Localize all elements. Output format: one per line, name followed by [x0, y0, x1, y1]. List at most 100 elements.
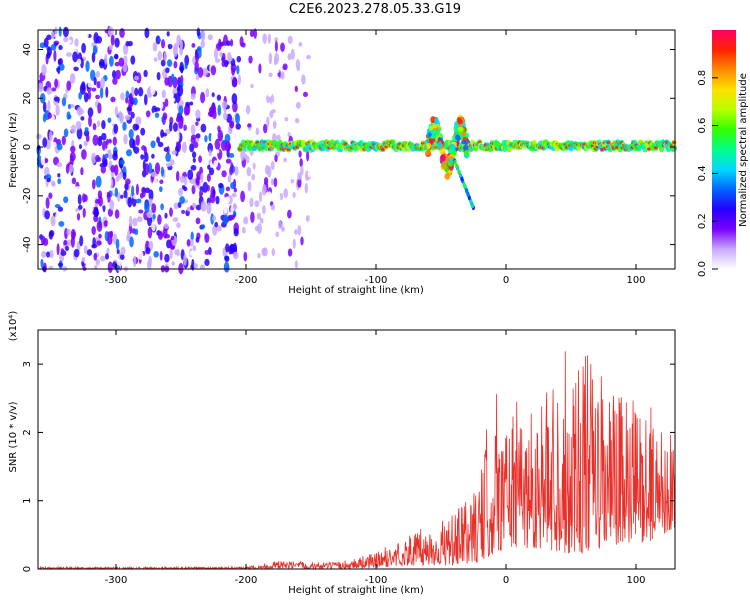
- spectrogram-cell: [250, 211, 255, 223]
- spectrogram-cell: [40, 155, 45, 166]
- spectrogram-cell: [264, 232, 268, 240]
- spectrogram-cell: [280, 175, 284, 183]
- spectrogram-cell: [192, 157, 196, 163]
- spectrogram-cell: [48, 192, 53, 199]
- spectrogram-cell: [92, 237, 96, 248]
- spectrogram-cell: [91, 152, 97, 165]
- spectrogram-cell: [176, 34, 182, 46]
- spectrogram-cell: [213, 160, 219, 168]
- spectrogram-cell: [108, 148, 112, 160]
- spectrogram-cell: [48, 131, 53, 142]
- spectrogram-cell: [425, 150, 432, 156]
- spectrogram-cell: [129, 236, 134, 248]
- spectrogram-cell: [91, 52, 96, 63]
- spectrogram-cell: [82, 193, 86, 203]
- spectrogram-cell: [63, 55, 68, 65]
- colorbar-tick-label: 0.0: [697, 261, 708, 277]
- spectrogram-cell: [94, 208, 99, 218]
- y-tick-label: -40: [22, 236, 33, 252]
- spectrogram-cell: [307, 169, 312, 178]
- spectrogram-cell: [460, 176, 464, 182]
- spectrogram-cell: [157, 214, 162, 225]
- snr-x-ticks: -300 -200 -100 0 100: [105, 330, 646, 586]
- spectrogram-cell: [255, 127, 260, 136]
- spectrogram-cell: [73, 248, 80, 258]
- spectrogram-cell: [136, 216, 143, 223]
- spectrogram-cell: [157, 231, 164, 240]
- spectrogram-cell: [86, 249, 93, 256]
- spectrogram-cell: [192, 245, 197, 252]
- spectrogram-cell: [159, 250, 163, 261]
- spectrogram-cell: [164, 212, 168, 219]
- spectrogram-cell: [148, 162, 153, 174]
- spectrogram-cell: [127, 229, 131, 241]
- spectrogram-cell: [198, 155, 202, 163]
- spectrogram-cell: [173, 202, 179, 210]
- spectrogram-cell: [200, 91, 206, 104]
- spectrogram-cell: [300, 125, 306, 134]
- spectrogram-cell: [440, 154, 446, 162]
- spectrogram-cell: [254, 200, 260, 208]
- spectrogram-cell: [112, 77, 118, 85]
- spectrogram-cell: [235, 123, 241, 130]
- spectrogram-cell: [119, 28, 125, 38]
- spectrogram-cell: [164, 77, 170, 86]
- spectrogram-cell: [221, 40, 225, 46]
- spectrogram-cell: [303, 91, 308, 98]
- spectrogram-cell: [183, 105, 189, 116]
- spectrogram-cell: [157, 141, 164, 148]
- spectrogram-cell: [77, 194, 82, 205]
- spectrogram-cell: [92, 123, 97, 131]
- spectrogram-cell: [195, 204, 202, 211]
- spectrogram-cell: [261, 184, 267, 196]
- spectrogram-cell: [60, 248, 64, 253]
- spectrogram-cell: [183, 186, 188, 192]
- spectrogram-cell: [63, 239, 68, 246]
- spectrogram-cell: [70, 235, 75, 248]
- spectrogram-cell: [245, 104, 251, 115]
- spectrogram-cell: [151, 153, 155, 159]
- spectrogram-cell: [214, 221, 219, 228]
- spectrogram-cell: [240, 149, 246, 161]
- spectrogram-cell: [201, 67, 208, 77]
- spectrogram-cell: [95, 94, 100, 100]
- spectrogram-cell: [460, 132, 467, 137]
- spectrogram-cell: [108, 138, 112, 144]
- spectrogram-cell: [104, 53, 108, 65]
- spectrogram-cell: [263, 123, 268, 134]
- spectrogram-cell: [306, 150, 310, 162]
- spectrogram-cell: [95, 175, 102, 188]
- spectrogram-cell: [111, 70, 117, 79]
- x-tick-label: 0: [503, 575, 509, 586]
- spectrogram-cell: [268, 72, 273, 78]
- spectrogram-cell: [175, 170, 180, 182]
- spectrogram-cell: [189, 101, 194, 106]
- spectrogram-cell: [56, 162, 63, 168]
- spectrogram-cell: [114, 187, 118, 198]
- spectrogram-cell: [467, 195, 471, 201]
- spectrogram-cell: [43, 86, 48, 92]
- spectrogram-cell: [79, 235, 84, 247]
- spectrogram-cell: [118, 133, 123, 141]
- spectrogram-cell: [71, 177, 77, 185]
- spectrogram-cell: [71, 231, 76, 237]
- spectrogram-cell: [292, 191, 296, 199]
- colorbar-tick-label: 0.4: [697, 165, 708, 181]
- y-tick-label: 3: [22, 361, 33, 367]
- spectrogram-cell: [206, 184, 210, 192]
- spectrogram-cell: [143, 152, 149, 163]
- spectrogram-cell: [269, 110, 274, 119]
- spectrogram-cell: [252, 45, 257, 53]
- spectrogram-cell: [231, 192, 237, 198]
- spectrogram-cell: [177, 84, 184, 97]
- spectrogram-cell: [171, 150, 177, 155]
- spectrogram-cell: [50, 31, 55, 39]
- spectrogram-cell: [270, 178, 274, 186]
- spectrogram-cell: [159, 28, 164, 40]
- spectrogram-cell: [99, 86, 104, 99]
- spectrogram-cell: [148, 189, 154, 201]
- spectrogram-cell: [240, 190, 246, 203]
- spectrogram-cell: [150, 83, 156, 96]
- spectrogram-cell: [53, 96, 60, 102]
